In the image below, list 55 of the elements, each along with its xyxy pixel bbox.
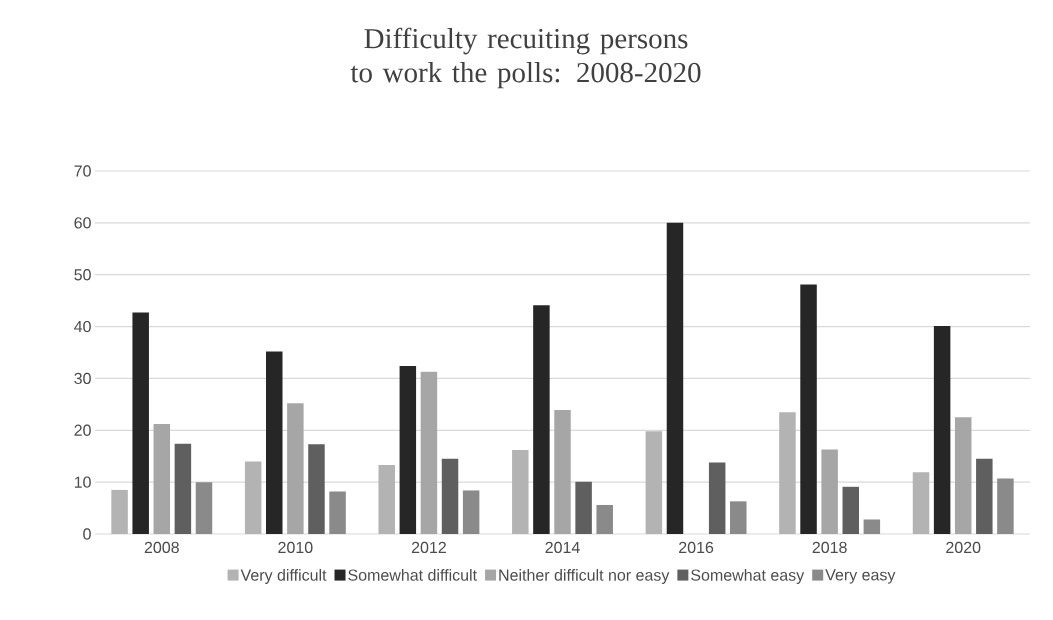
bar (132, 312, 149, 534)
y-tick-label: 0 (83, 528, 91, 540)
bar (329, 491, 346, 534)
bar (596, 504, 613, 534)
bar (378, 465, 395, 534)
bar (195, 482, 213, 534)
y-tick-label: 20 (74, 424, 91, 436)
bar (821, 449, 838, 534)
bar (666, 222, 684, 534)
bar (842, 486, 859, 534)
bar (997, 478, 1014, 534)
bar (462, 490, 480, 534)
bar (174, 443, 192, 534)
bar (933, 326, 951, 534)
legend-label: Very easy (825, 569, 896, 584)
bar (730, 501, 747, 534)
bar (308, 444, 325, 534)
bar (645, 431, 663, 534)
x-tick-label: 2010 (278, 541, 313, 554)
y-tick-label: 70 (74, 165, 91, 177)
x-tick-label: 2018 (812, 541, 847, 554)
legend-label: Very difficult (240, 569, 327, 584)
bar (533, 305, 550, 534)
bar (554, 410, 571, 534)
bar (266, 351, 283, 534)
x-tick-label: 2020 (946, 541, 981, 554)
bar (244, 461, 262, 534)
bar (111, 489, 128, 534)
bar (976, 458, 993, 534)
bar (441, 458, 459, 534)
legend-label: Somewhat easy (691, 569, 805, 584)
y-tick-label: 40 (74, 320, 91, 333)
bar (863, 519, 881, 534)
y-tick-label: 30 (74, 372, 91, 385)
bar (153, 424, 171, 534)
bar (420, 371, 438, 534)
bar (399, 365, 417, 534)
x-tick-label: 2012 (411, 541, 446, 554)
bar (912, 472, 930, 534)
x-tick-label: 2016 (679, 541, 714, 554)
bar (287, 403, 304, 534)
bar (800, 284, 817, 534)
y-tick-label: 10 (74, 476, 91, 488)
legend-label: Somewhat difficult (348, 569, 477, 581)
legend-label: Neither difficult nor easy (499, 569, 670, 584)
chart-title: Difficulty recuiting persons to work the polls: 2008-2020 (350, 27, 701, 89)
bar (779, 412, 796, 534)
bar (708, 462, 726, 534)
y-tick-label: 60 (74, 217, 91, 229)
x-tick-label: 2008 (144, 541, 179, 554)
x-tick-label: 2014 (545, 541, 580, 554)
bar (575, 481, 592, 534)
bar (954, 417, 972, 534)
y-tick-label: 50 (74, 269, 91, 281)
bar (512, 449, 529, 534)
